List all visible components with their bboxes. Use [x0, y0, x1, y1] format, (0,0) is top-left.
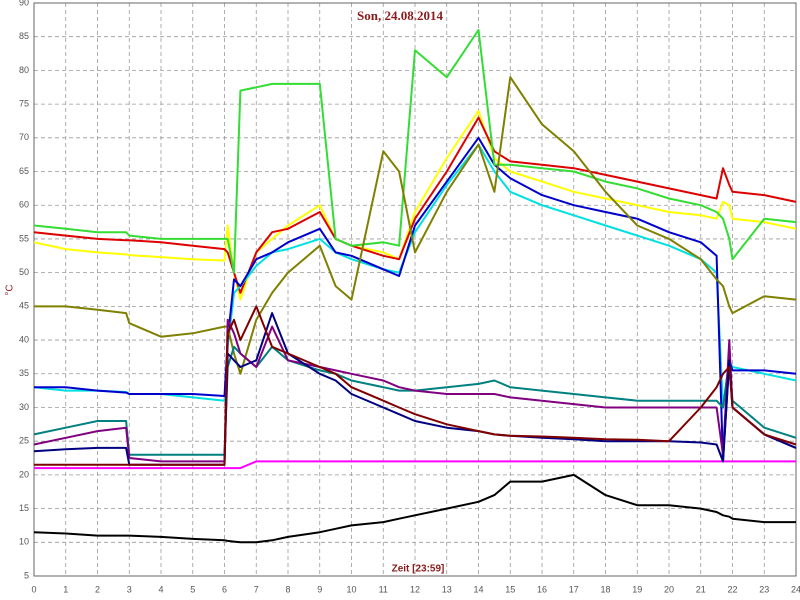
x-tick-label: 16: [537, 584, 547, 594]
x-tick-label: 18: [600, 584, 610, 594]
y-tick-label: 70: [19, 132, 29, 142]
series-line: [33, 473, 796, 544]
x-tick-label: 15: [505, 584, 515, 594]
x-tick-label: 21: [696, 584, 706, 594]
y-tick-label: 35: [19, 368, 29, 378]
x-tick-label: 13: [442, 584, 452, 594]
x-tick-label: 11: [379, 584, 388, 594]
x-tick-label: 19: [632, 584, 642, 594]
y-tick-label: 45: [19, 301, 29, 311]
chart-title: Son, 24.08.2014: [357, 8, 443, 23]
x-tick-label: 23: [759, 584, 769, 594]
y-tick-label: 30: [19, 402, 29, 412]
x-tick-label: 0: [31, 584, 36, 594]
y-tick-label: 90: [19, 0, 29, 7]
series-line: [33, 116, 797, 294]
y-tick-label: 40: [19, 334, 29, 344]
y-tick-label: 75: [19, 98, 29, 108]
y-tick-label: 85: [19, 31, 29, 41]
x-tick-label: 12: [410, 584, 420, 594]
x-tick-label: 17: [569, 584, 579, 594]
series-line: [33, 109, 797, 301]
y-axis-label: °C: [5, 284, 16, 295]
x-tick-label: 10: [346, 584, 356, 594]
x-tick-label: 7: [254, 584, 259, 594]
y-tick-label: 60: [19, 200, 29, 210]
x-tick-label: 1: [63, 584, 68, 594]
series-line: [34, 76, 797, 375]
y-tick-label: 10: [19, 537, 29, 547]
y-tick-label: 20: [19, 469, 29, 479]
x-tick-label: 24: [791, 584, 800, 594]
x-tick-label: 3: [127, 584, 132, 594]
x-tick-label: 4: [158, 584, 163, 594]
x-tick-label: 6: [222, 584, 227, 594]
plot-frame: [33, 2, 797, 577]
y-tick-label: 25: [19, 436, 29, 446]
x-axis-label: Zeit [23:59]: [392, 564, 445, 575]
series-line: [34, 460, 796, 470]
y-tick-label: 5: [24, 570, 29, 580]
series-line: [33, 345, 797, 456]
y-tick-label: 15: [19, 503, 29, 513]
y-tick-label: 50: [19, 267, 29, 277]
x-tick-label: 2: [95, 584, 100, 594]
series-line: [33, 318, 797, 463]
x-tick-label: 20: [664, 584, 674, 594]
y-tick-label: 80: [19, 65, 29, 75]
y-tick-label: 55: [19, 233, 29, 243]
x-tick-label: 22: [727, 584, 737, 594]
x-tick-label: 5: [190, 584, 195, 594]
series-line: [34, 305, 797, 466]
x-tick-label: 9: [317, 584, 322, 594]
x-tick-label: 8: [285, 584, 290, 594]
series-line: [33, 29, 797, 274]
x-tick-label: 14: [473, 584, 483, 594]
y-tick-label: 65: [19, 166, 29, 176]
series-line: [34, 136, 797, 463]
